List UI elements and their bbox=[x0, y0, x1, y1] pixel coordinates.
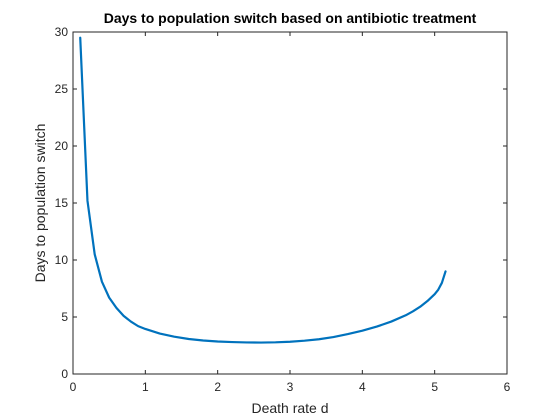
plot-area bbox=[73, 32, 507, 374]
x-tick-label: 4 bbox=[359, 380, 366, 394]
y-axis-label: Days to population switch bbox=[32, 124, 48, 283]
chart-title: Days to population switch based on antib… bbox=[104, 10, 477, 26]
x-tick-label: 3 bbox=[287, 380, 294, 394]
y-tick-label: 10 bbox=[55, 253, 69, 267]
series-line-0 bbox=[79, 36, 447, 344]
x-axis-ticks: 0 1 2 3 4 5 6 bbox=[70, 32, 511, 394]
x-tick-label: 5 bbox=[431, 380, 438, 394]
y-tick-label: 25 bbox=[55, 82, 69, 96]
series-layer bbox=[79, 36, 447, 344]
y-tick-label: 20 bbox=[55, 139, 69, 153]
y-tick-label: 15 bbox=[55, 196, 69, 210]
x-tick-label: 2 bbox=[214, 380, 221, 394]
y-tick-label: 0 bbox=[61, 367, 68, 381]
x-tick-label: 0 bbox=[70, 380, 77, 394]
y-tick-label: 30 bbox=[55, 25, 69, 39]
x-tick-label: 6 bbox=[504, 380, 511, 394]
y-tick-label: 5 bbox=[61, 310, 68, 324]
y-axis-ticks: 0 5 10 15 20 25 30 bbox=[55, 25, 507, 381]
axes-box bbox=[72, 31, 508, 375]
x-axis-label: Death rate d bbox=[251, 400, 328, 416]
x-tick-label: 1 bbox=[142, 380, 149, 394]
